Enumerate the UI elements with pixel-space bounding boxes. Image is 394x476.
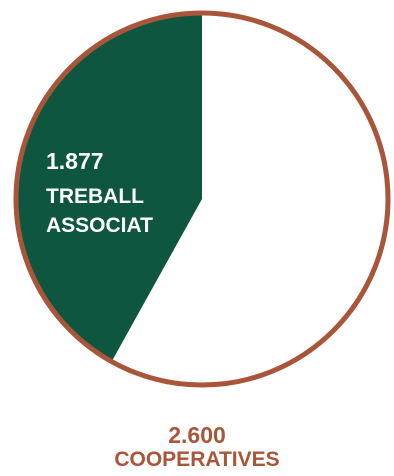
treball-associat-label-line2: ASSOCIAT: [46, 215, 153, 236]
treball-associat-label-line1: TREBALL: [46, 186, 144, 207]
treball-associat-value: 1.877: [46, 150, 104, 173]
cooperatives-label: COOPERATIVES: [0, 449, 394, 470]
cooperatives-value: 2.600: [0, 424, 394, 447]
